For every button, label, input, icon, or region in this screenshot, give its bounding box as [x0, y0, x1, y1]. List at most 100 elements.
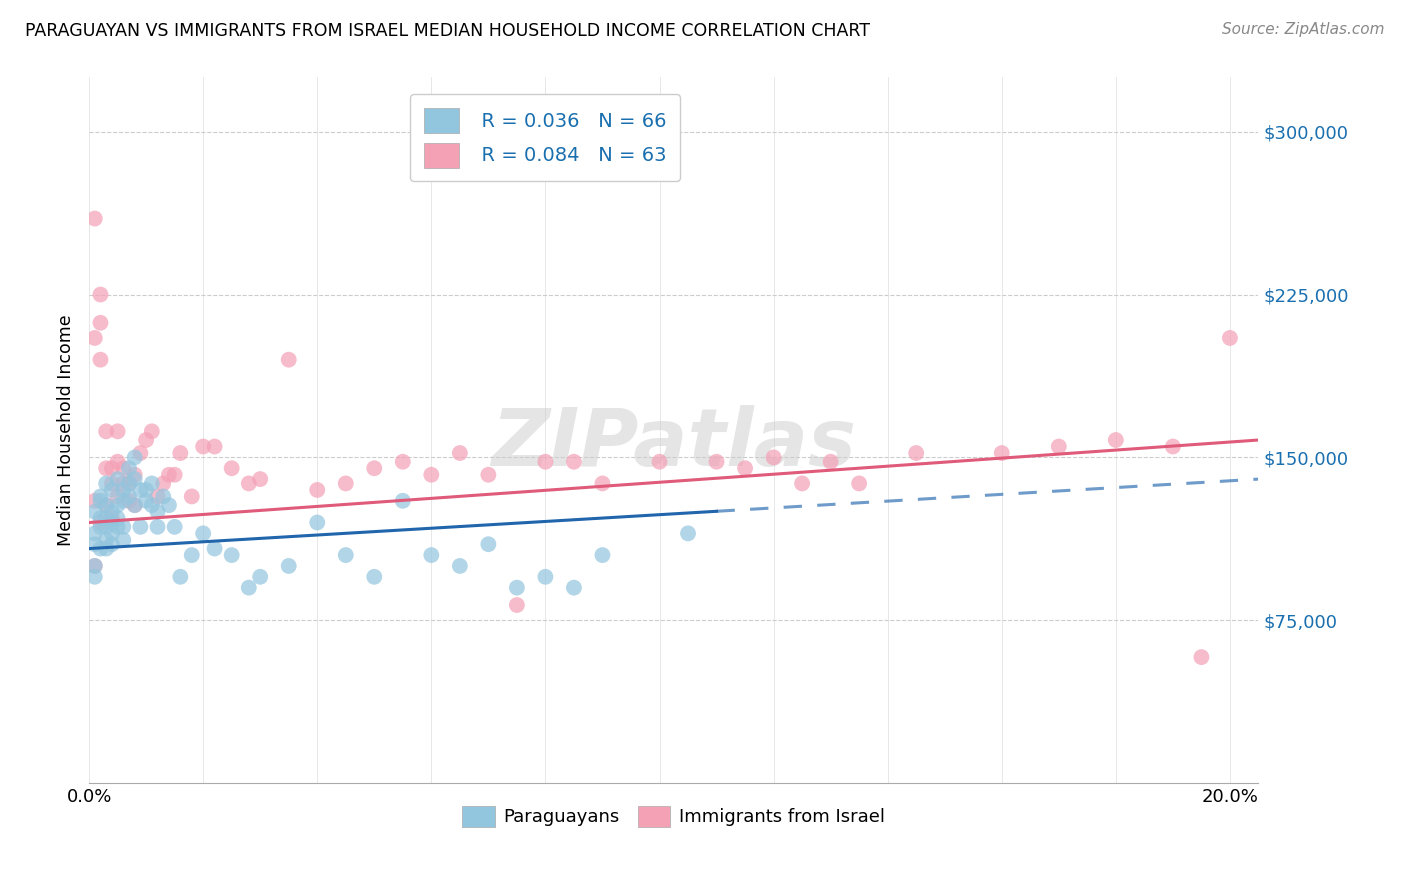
Point: [506, 581, 529, 595]
Point: [676, 526, 699, 541]
Point: [180, 490, 202, 504]
Point: [107, 490, 129, 504]
Point: [191, 526, 214, 541]
Point: [118, 490, 141, 504]
Point: [191, 440, 214, 454]
Point: [820, 455, 842, 469]
Point: [89, 287, 111, 301]
Point: [112, 461, 135, 475]
Point: [101, 526, 124, 541]
Point: [562, 455, 585, 469]
Point: [107, 472, 129, 486]
Point: [129, 520, 152, 534]
Point: [141, 476, 163, 491]
Point: [124, 450, 146, 465]
Point: [101, 537, 124, 551]
Point: [420, 467, 443, 482]
Point: [89, 493, 111, 508]
Point: [990, 446, 1012, 460]
Point: [734, 461, 756, 475]
Point: [146, 505, 169, 519]
Point: [204, 440, 226, 454]
Point: [391, 455, 413, 469]
Point: [335, 548, 357, 562]
Point: [101, 505, 124, 519]
Point: [591, 548, 613, 562]
Point: [163, 467, 186, 482]
Point: [163, 520, 186, 534]
Point: [83, 537, 105, 551]
Point: [96, 425, 118, 439]
Point: [204, 541, 226, 556]
Point: [107, 425, 129, 439]
Point: [83, 570, 105, 584]
Point: [238, 581, 260, 595]
Point: [221, 548, 243, 562]
Point: [83, 331, 105, 345]
Point: [124, 472, 146, 486]
Point: [848, 476, 870, 491]
Point: [591, 476, 613, 491]
Point: [477, 537, 499, 551]
Point: [169, 570, 191, 584]
Point: [83, 493, 105, 508]
Point: [1219, 331, 1241, 345]
Point: [146, 490, 169, 504]
Point: [129, 483, 152, 497]
Point: [180, 548, 202, 562]
Point: [118, 493, 141, 508]
Point: [118, 476, 141, 491]
Point: [101, 483, 124, 497]
Point: [157, 467, 180, 482]
Text: ZIPatlas: ZIPatlas: [491, 405, 856, 483]
Point: [124, 498, 146, 512]
Point: [89, 352, 111, 367]
Point: [648, 455, 671, 469]
Point: [221, 461, 243, 475]
Point: [83, 558, 105, 573]
Point: [96, 541, 118, 556]
Point: [152, 476, 174, 491]
Point: [124, 498, 146, 512]
Point: [124, 467, 146, 482]
Point: [89, 541, 111, 556]
Point: [96, 520, 118, 534]
Point: [96, 461, 118, 475]
Point: [477, 467, 499, 482]
Point: [1189, 650, 1212, 665]
Point: [96, 476, 118, 491]
Point: [169, 446, 191, 460]
Point: [96, 498, 118, 512]
Point: [96, 511, 118, 525]
Point: [146, 520, 169, 534]
Point: [1105, 433, 1128, 447]
Point: [129, 446, 152, 460]
Point: [112, 493, 135, 508]
Point: [391, 493, 413, 508]
Point: [307, 516, 329, 530]
Point: [249, 570, 271, 584]
Point: [89, 490, 111, 504]
Point: [101, 516, 124, 530]
Point: [249, 472, 271, 486]
Point: [449, 446, 471, 460]
Point: [89, 520, 111, 534]
Point: [152, 490, 174, 504]
Point: [107, 498, 129, 512]
Point: [89, 316, 111, 330]
Point: [534, 570, 557, 584]
Point: [101, 511, 124, 525]
Point: [112, 476, 135, 491]
Point: [157, 498, 180, 512]
Point: [762, 450, 785, 465]
Point: [562, 581, 585, 595]
Y-axis label: Median Household Income: Median Household Income: [58, 315, 75, 546]
Point: [135, 433, 157, 447]
Point: [107, 511, 129, 525]
Text: PARAGUAYAN VS IMMIGRANTS FROM ISRAEL MEDIAN HOUSEHOLD INCOME CORRELATION CHART: PARAGUAYAN VS IMMIGRANTS FROM ISRAEL MED…: [25, 22, 870, 40]
Point: [905, 446, 928, 460]
Point: [112, 520, 135, 534]
Point: [107, 520, 129, 534]
Point: [96, 498, 118, 512]
Point: [135, 483, 157, 497]
